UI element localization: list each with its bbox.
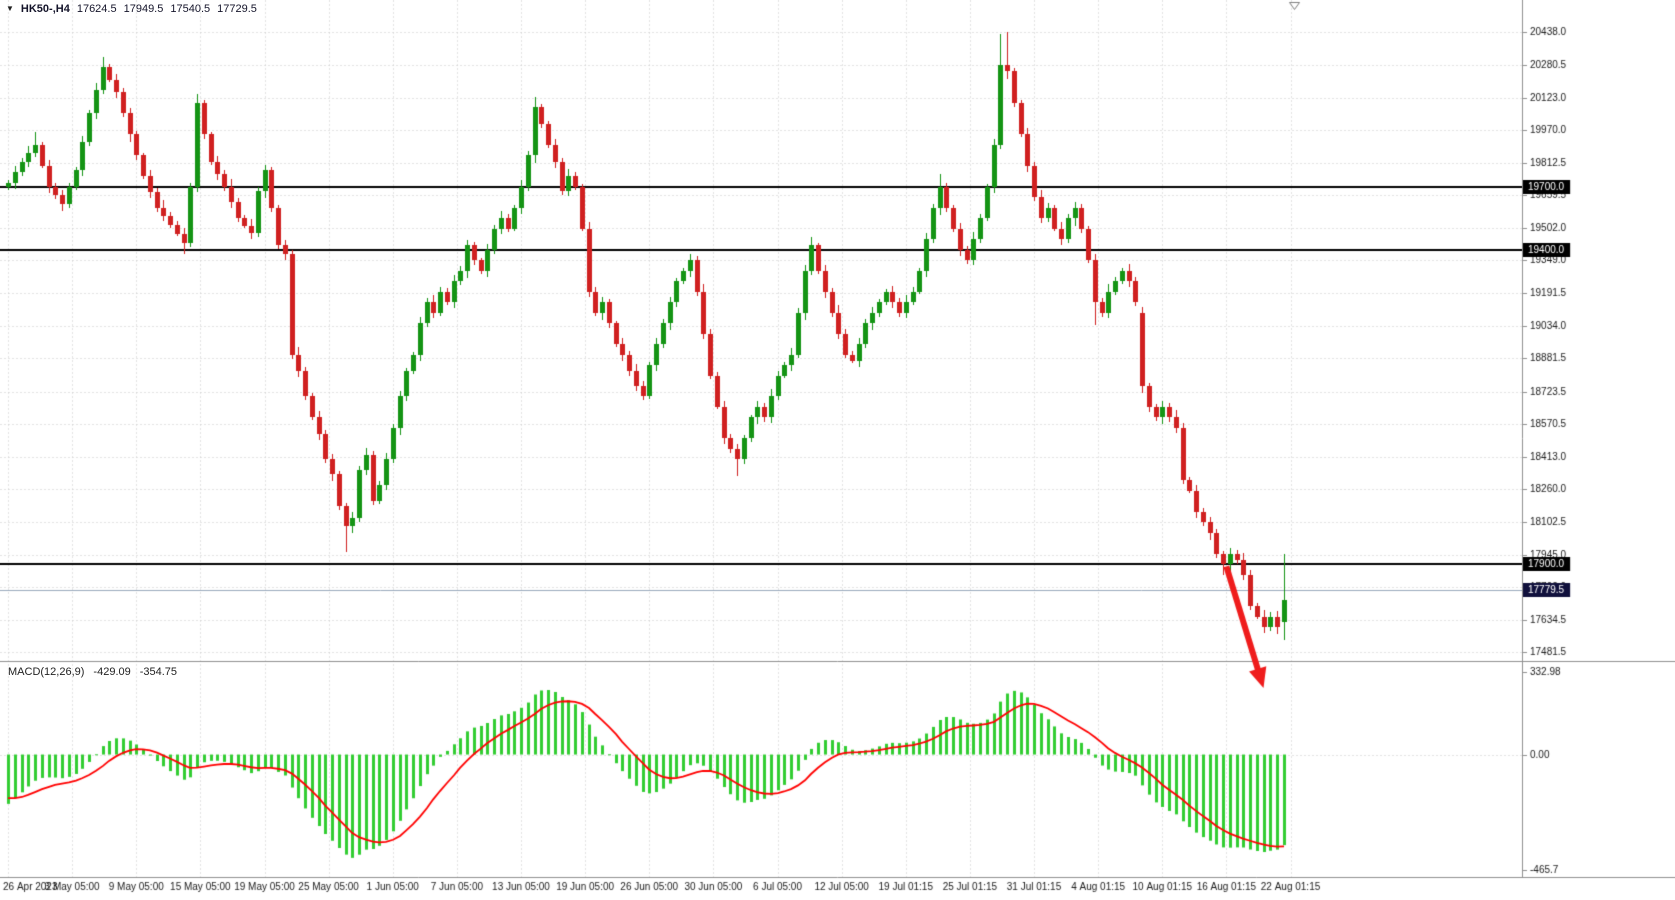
time-axis[interactable] [0,877,1675,900]
ohlc-high: 17949.5 [123,3,164,15]
symbol-header: ▼ HK50-,H4 17624.5 17949.5 17540.5 17729… [6,3,257,15]
macd-pane[interactable] [0,664,1522,876]
down-arrow-annotation [1215,555,1275,700]
symbol-marker-icon: ▼ [6,4,14,13]
ohlc-close: 17729.5 [217,3,257,15]
ohlc-low: 17540.5 [170,3,211,15]
ohlc-open: 17624.5 [76,3,117,15]
macd-name: MACD(12,26,9) [8,666,85,678]
macd-indicator-label: MACD(12,26,9) -429.09 -354.75 [8,666,177,678]
macd-signal-value: -354.75 [139,666,178,678]
macd-main-value: -429.09 [93,666,131,678]
symbol-title: HK50-,H4 [20,3,70,15]
main-price-pane[interactable] [0,0,1522,660]
price-axis[interactable] [1522,0,1675,877]
